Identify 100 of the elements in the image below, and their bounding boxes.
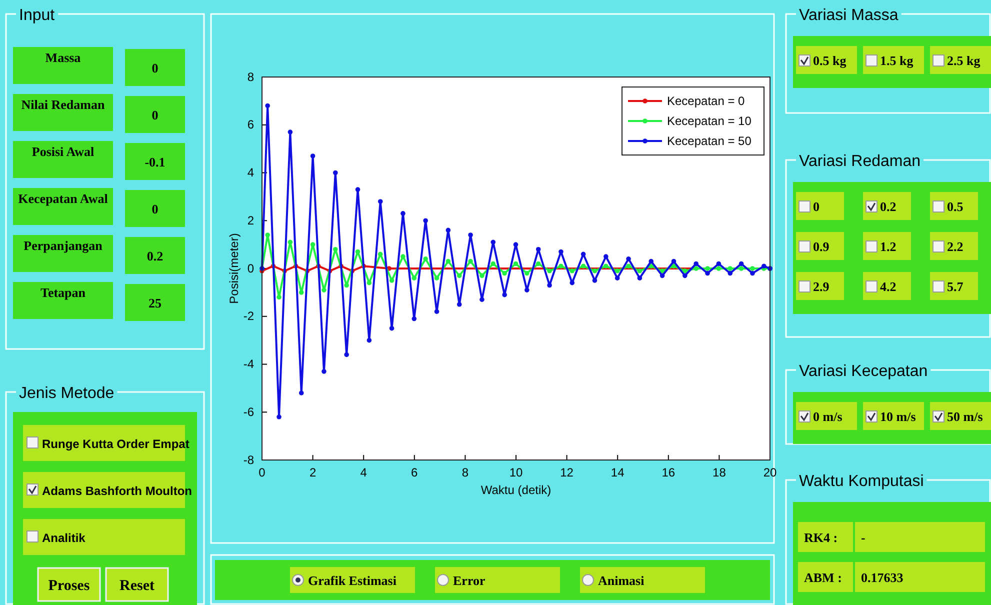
point: [322, 369, 326, 374]
point: [637, 268, 642, 274]
point: [480, 273, 484, 278]
point: [513, 261, 518, 266]
point: [592, 268, 598, 274]
point: [423, 256, 428, 262]
point: [446, 228, 451, 233]
x-tick-label: 16: [662, 466, 676, 480]
y-tick-label: 6: [247, 118, 254, 132]
y-tick-label: -8: [243, 452, 254, 467]
text: 0: [813, 199, 820, 214]
text: -: [861, 530, 866, 545]
x-tick-label: 14: [610, 466, 625, 480]
point: [456, 302, 462, 307]
text: 0 m/s: [813, 409, 842, 424]
text: 5.7: [947, 279, 964, 294]
point: [671, 258, 676, 264]
legend-label: Kecepatan = 50: [667, 134, 752, 148]
point: [716, 266, 722, 271]
point: [705, 270, 710, 276]
text: Adams Bashforth Moulton: [42, 484, 192, 498]
point: [580, 264, 586, 268]
point: [265, 232, 270, 238]
text: Nilai Redaman: [21, 97, 106, 112]
x-axis-title: Waktu (detik): [480, 483, 552, 497]
x-tick-label: 8: [462, 466, 469, 480]
point: [547, 268, 552, 274]
text: Tetapan: [40, 285, 86, 300]
y-tick-label: -2: [243, 309, 254, 324]
point: [750, 266, 755, 271]
x-tick-label: 10: [509, 466, 523, 480]
text: Runge Kutta Order Empat: [42, 437, 190, 451]
point: [626, 264, 631, 268]
text: 0.9: [813, 239, 830, 254]
x-tick-label: 4: [360, 466, 368, 480]
point: [310, 242, 316, 247]
text: 1.5 kg: [880, 53, 914, 68]
text: 0.5 kg: [813, 53, 847, 68]
text: 0.17633: [861, 570, 904, 585]
text: 0: [152, 108, 158, 122]
x-tick-label: 18: [712, 466, 726, 480]
text: 2.2: [947, 239, 964, 254]
point: [333, 246, 338, 252]
text: 0.2: [146, 248, 164, 264]
point: [446, 258, 451, 264]
point: [389, 278, 394, 283]
text: 1.2: [880, 239, 896, 254]
point: [456, 273, 462, 278]
point: [480, 297, 484, 302]
text: Massa: [45, 50, 82, 65]
legend-label: Kecepatan = 10: [667, 114, 752, 128]
y-tick-label: 8: [247, 70, 254, 84]
text: Reset: [120, 578, 154, 594]
text: 2.5 kg: [947, 53, 981, 68]
point: [524, 288, 530, 292]
point: [626, 256, 631, 262]
point: [502, 270, 507, 276]
point: [276, 414, 282, 420]
point: [400, 254, 406, 259]
point: [682, 273, 688, 278]
text: Perpanjangan: [24, 238, 104, 253]
point: [322, 288, 326, 292]
text: Error: [453, 573, 486, 588]
x-tick-label: 2: [309, 466, 316, 480]
point: [310, 154, 316, 158]
point: [614, 276, 620, 280]
y-tick-label: 4: [247, 166, 254, 180]
point: [412, 276, 417, 280]
text: Analitik: [42, 531, 86, 545]
point: [513, 242, 518, 247]
y-tick-label: -6: [243, 404, 254, 419]
point: [592, 278, 598, 283]
y-tick-label: -4: [243, 357, 254, 372]
point: [378, 199, 383, 204]
y-axis-title: Posisi(meter): [227, 233, 241, 304]
point: [434, 309, 440, 314]
point: [614, 268, 620, 274]
point: [604, 254, 608, 259]
point: [355, 187, 360, 192]
text: 25: [148, 296, 162, 310]
point: [750, 270, 755, 276]
point: [288, 130, 293, 134]
point: [604, 264, 608, 268]
text: Kecepatan Awal: [18, 191, 108, 206]
text: Jenis Metode: [19, 385, 114, 402]
point: [728, 270, 733, 276]
point: [389, 326, 394, 331]
point: [524, 270, 530, 276]
point: [536, 261, 541, 266]
point: [468, 232, 473, 238]
text: Input: [19, 7, 56, 24]
point: [728, 266, 733, 271]
y-tick-label: 0: [247, 261, 254, 276]
text: Animasi: [598, 573, 645, 588]
point: [298, 390, 304, 396]
point: [738, 261, 744, 266]
point: [738, 266, 744, 271]
point: [637, 276, 642, 280]
x-tick-label: 6: [411, 466, 418, 480]
x-tick-label: 12: [560, 466, 574, 480]
